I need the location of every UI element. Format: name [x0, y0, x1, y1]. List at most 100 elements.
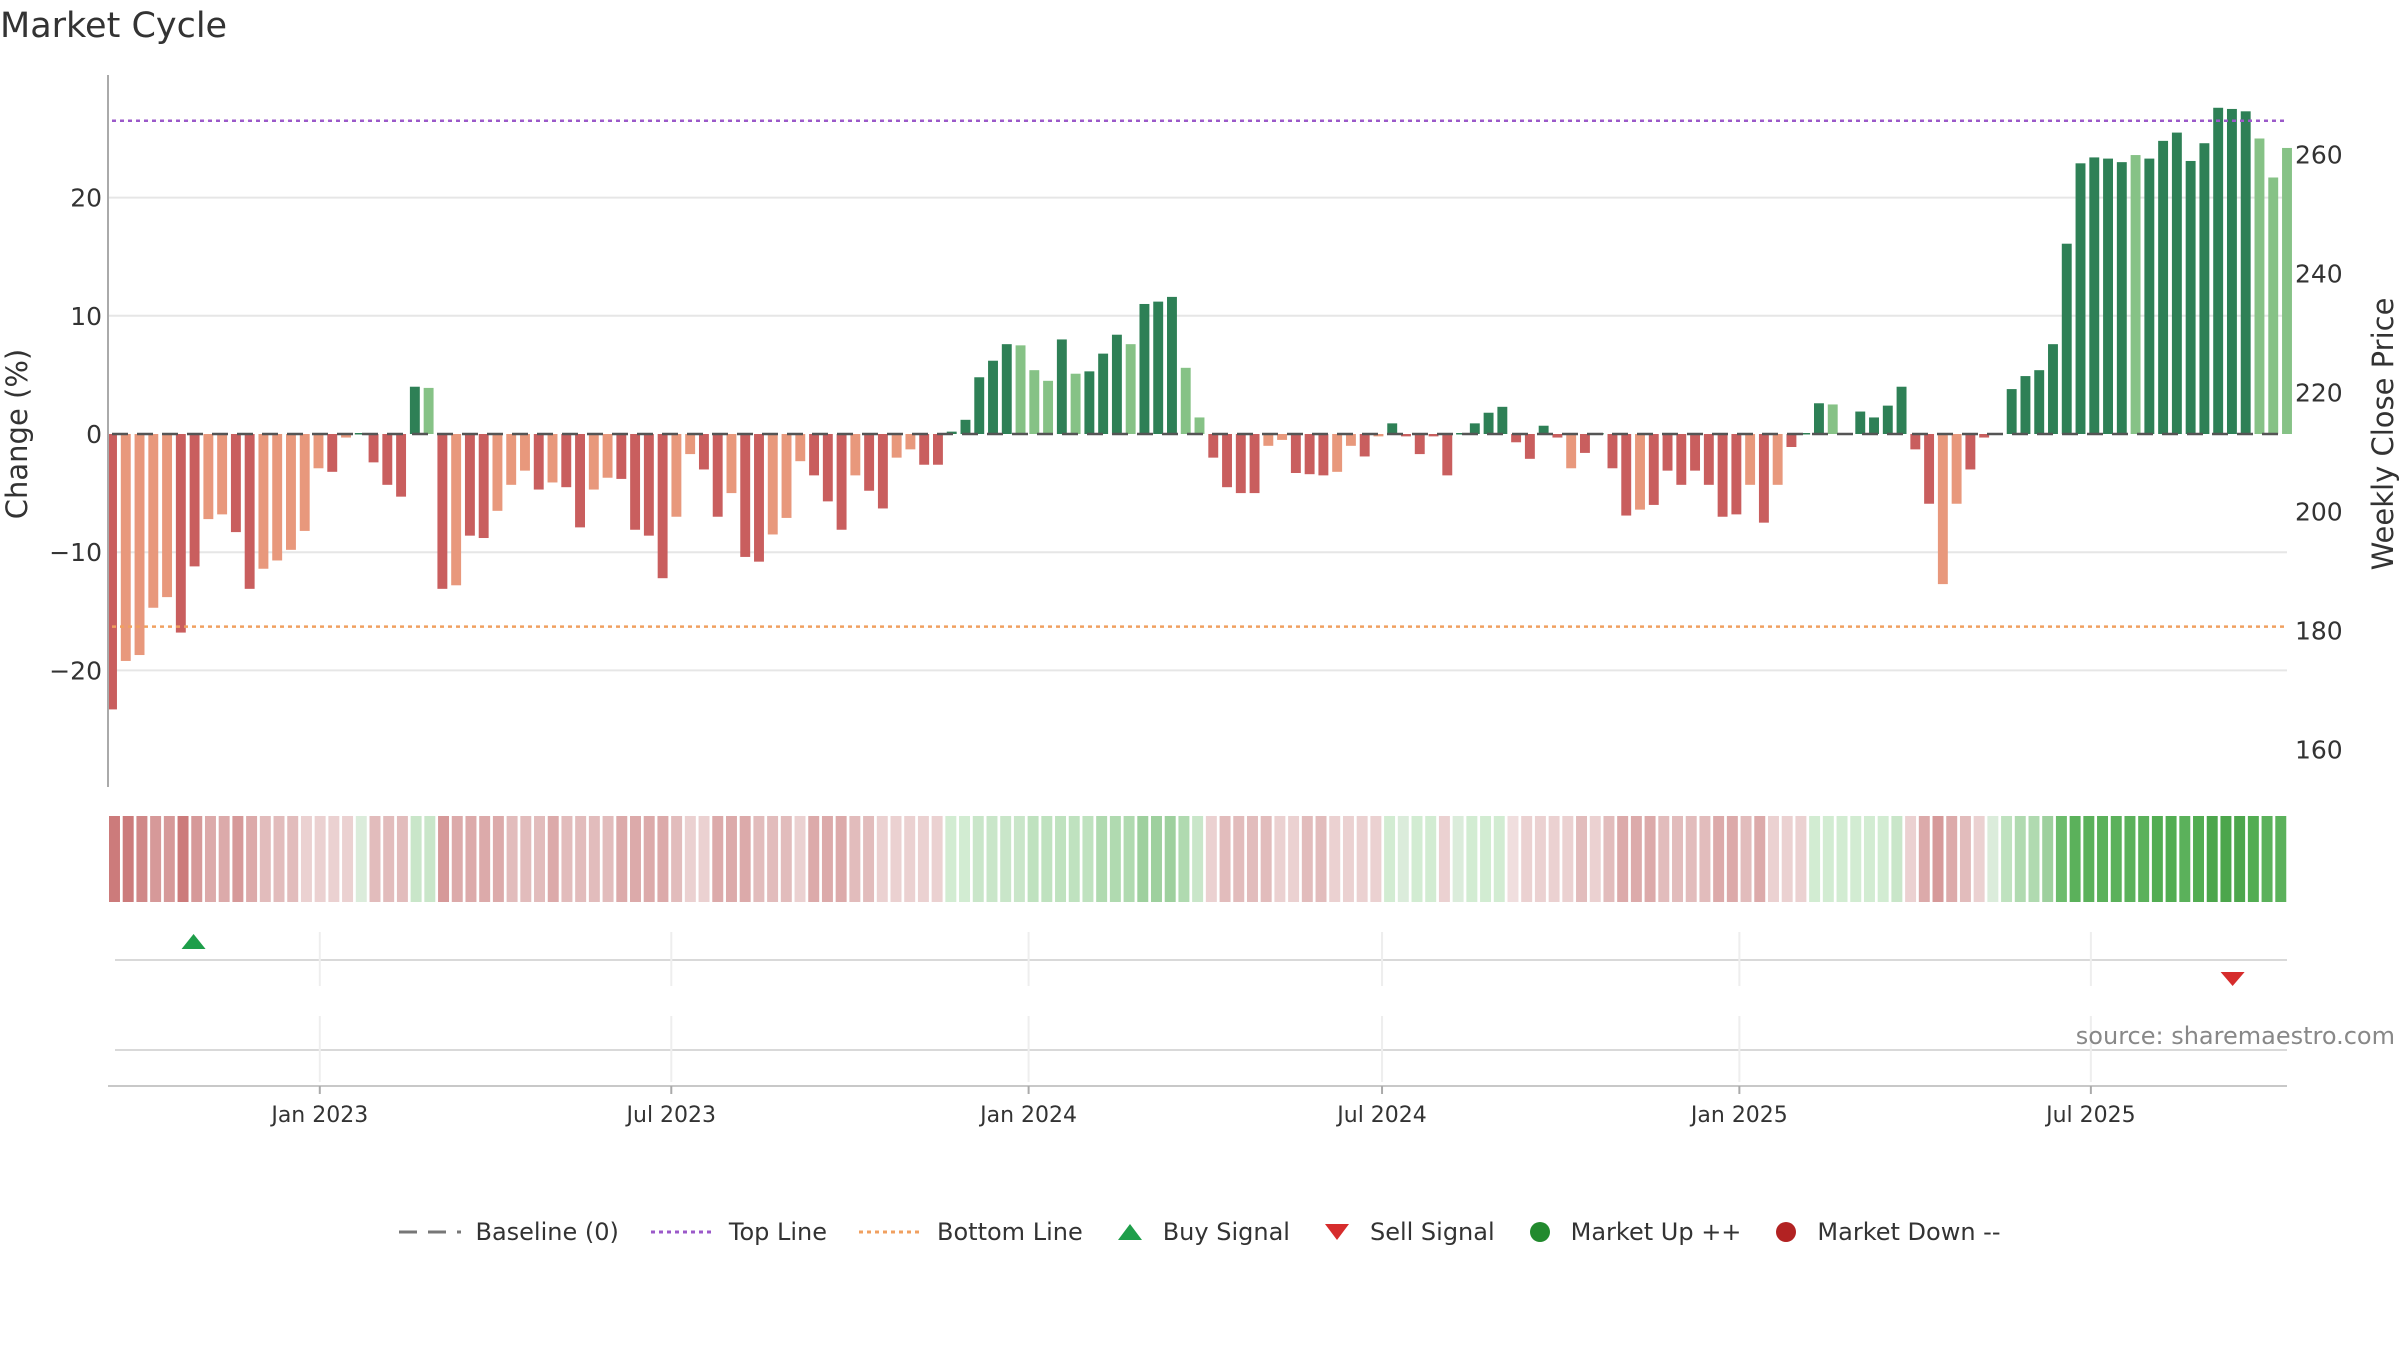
band-cell — [1589, 816, 1601, 902]
band-cell — [1397, 816, 1409, 902]
x-axis: Jan 2023 Jul 2023 Jan 2024 Jul 2024 Jan 2025… — [108, 1085, 2287, 1128]
band-cell — [122, 816, 134, 902]
legend-label-top-line: Top Line — [728, 1218, 828, 1246]
bar — [1566, 434, 1577, 469]
y-tick-label: −10 — [49, 538, 102, 567]
bar — [506, 434, 517, 485]
band-cell — [808, 816, 820, 902]
bar — [1084, 371, 1095, 434]
band-cell — [1109, 816, 1121, 902]
bar — [1290, 434, 1301, 474]
bar — [1662, 434, 1673, 471]
bar — [630, 434, 641, 530]
top-line-swatch — [650, 1230, 711, 1234]
band-cell — [506, 816, 518, 902]
legend: Baseline (0) Top Line Bottom Line Buy Si… — [0, 1212, 2400, 1252]
bar — [533, 434, 544, 490]
legend-item-bottom-line: Bottom Line — [859, 1218, 1083, 1246]
band-cell — [1082, 816, 1094, 902]
bar — [2116, 162, 2127, 434]
bar — [919, 434, 930, 465]
bar — [754, 434, 764, 562]
bar — [1745, 434, 1756, 485]
band-cell — [1000, 816, 1012, 902]
band-cell — [1891, 816, 1903, 902]
bar — [960, 419, 971, 434]
source-attribution: source: sharemaestro.com — [2075, 1022, 2395, 1050]
band-cell — [1041, 816, 1053, 902]
band-cell — [492, 816, 504, 902]
market-down-dot-icon — [1776, 1222, 1797, 1242]
band-cell — [1288, 816, 1300, 902]
bar — [575, 434, 585, 528]
bar — [1552, 434, 1563, 438]
bar — [1098, 353, 1109, 434]
bar — [905, 434, 916, 450]
band-cell — [1713, 816, 1725, 902]
bar — [671, 434, 682, 517]
legend-label-bottom-line: Bottom Line — [937, 1218, 1083, 1246]
bar — [1538, 425, 1549, 434]
bar — [313, 434, 324, 469]
band-cell — [232, 816, 244, 902]
bar — [1690, 434, 1701, 471]
bar — [1359, 434, 1370, 457]
bar — [795, 434, 806, 462]
band-cell — [945, 816, 957, 902]
market-up-dot-icon — [1529, 1222, 1550, 1242]
band-cell — [1672, 816, 1683, 902]
band-cell — [2193, 816, 2204, 902]
bar — [451, 434, 462, 586]
bar — [1318, 434, 1329, 476]
band-cell — [616, 816, 628, 902]
bar — [478, 434, 489, 539]
band-cell — [1013, 816, 1025, 902]
market-strength-band — [109, 816, 2287, 902]
band-cell — [2083, 816, 2095, 902]
band-cell — [109, 816, 120, 902]
band-cell — [451, 816, 463, 902]
band-cell — [465, 816, 477, 902]
band-cell — [671, 816, 683, 902]
band-cell — [931, 816, 943, 902]
bar — [2144, 158, 2155, 434]
x-tick-label: Jul 2024 — [1335, 1103, 1427, 1128]
band-cell — [204, 816, 216, 902]
band-cell — [1850, 816, 1862, 902]
bar — [1855, 411, 1866, 434]
bar — [2061, 243, 2072, 434]
bar — [217, 434, 228, 515]
band-cell — [2165, 816, 2177, 902]
bar — [974, 377, 985, 434]
bar — [1910, 434, 1921, 450]
band-cell — [2042, 816, 2054, 902]
bar — [341, 434, 351, 438]
band-cell — [1411, 816, 1423, 902]
band-cell — [1480, 816, 1492, 902]
bar — [1786, 434, 1797, 448]
bar — [1387, 423, 1398, 434]
band-cell — [1863, 816, 1875, 902]
bar — [1070, 373, 1081, 434]
bar — [1043, 380, 1054, 434]
bar — [409, 386, 420, 434]
band-cell — [794, 816, 806, 902]
bar — [932, 434, 943, 465]
y-axis-label: Change (%) — [0, 349, 34, 519]
bar — [230, 434, 241, 533]
band-cell — [986, 816, 998, 902]
band-cell — [1356, 816, 1368, 902]
bar — [354, 433, 365, 435]
bar — [877, 434, 888, 509]
x-tick-label: Jan 2023 — [269, 1103, 368, 1128]
band-cell — [1973, 816, 1985, 902]
bar — [1800, 433, 1811, 435]
band-cell — [739, 816, 751, 902]
bar — [492, 434, 503, 511]
legend-item-sell: Sell Signal — [1322, 1218, 1495, 1246]
band-cell — [1781, 816, 1793, 902]
bar — [1676, 434, 1687, 485]
band-cell — [2028, 816, 2040, 902]
bar — [382, 434, 393, 485]
band-cell — [1246, 816, 1258, 902]
